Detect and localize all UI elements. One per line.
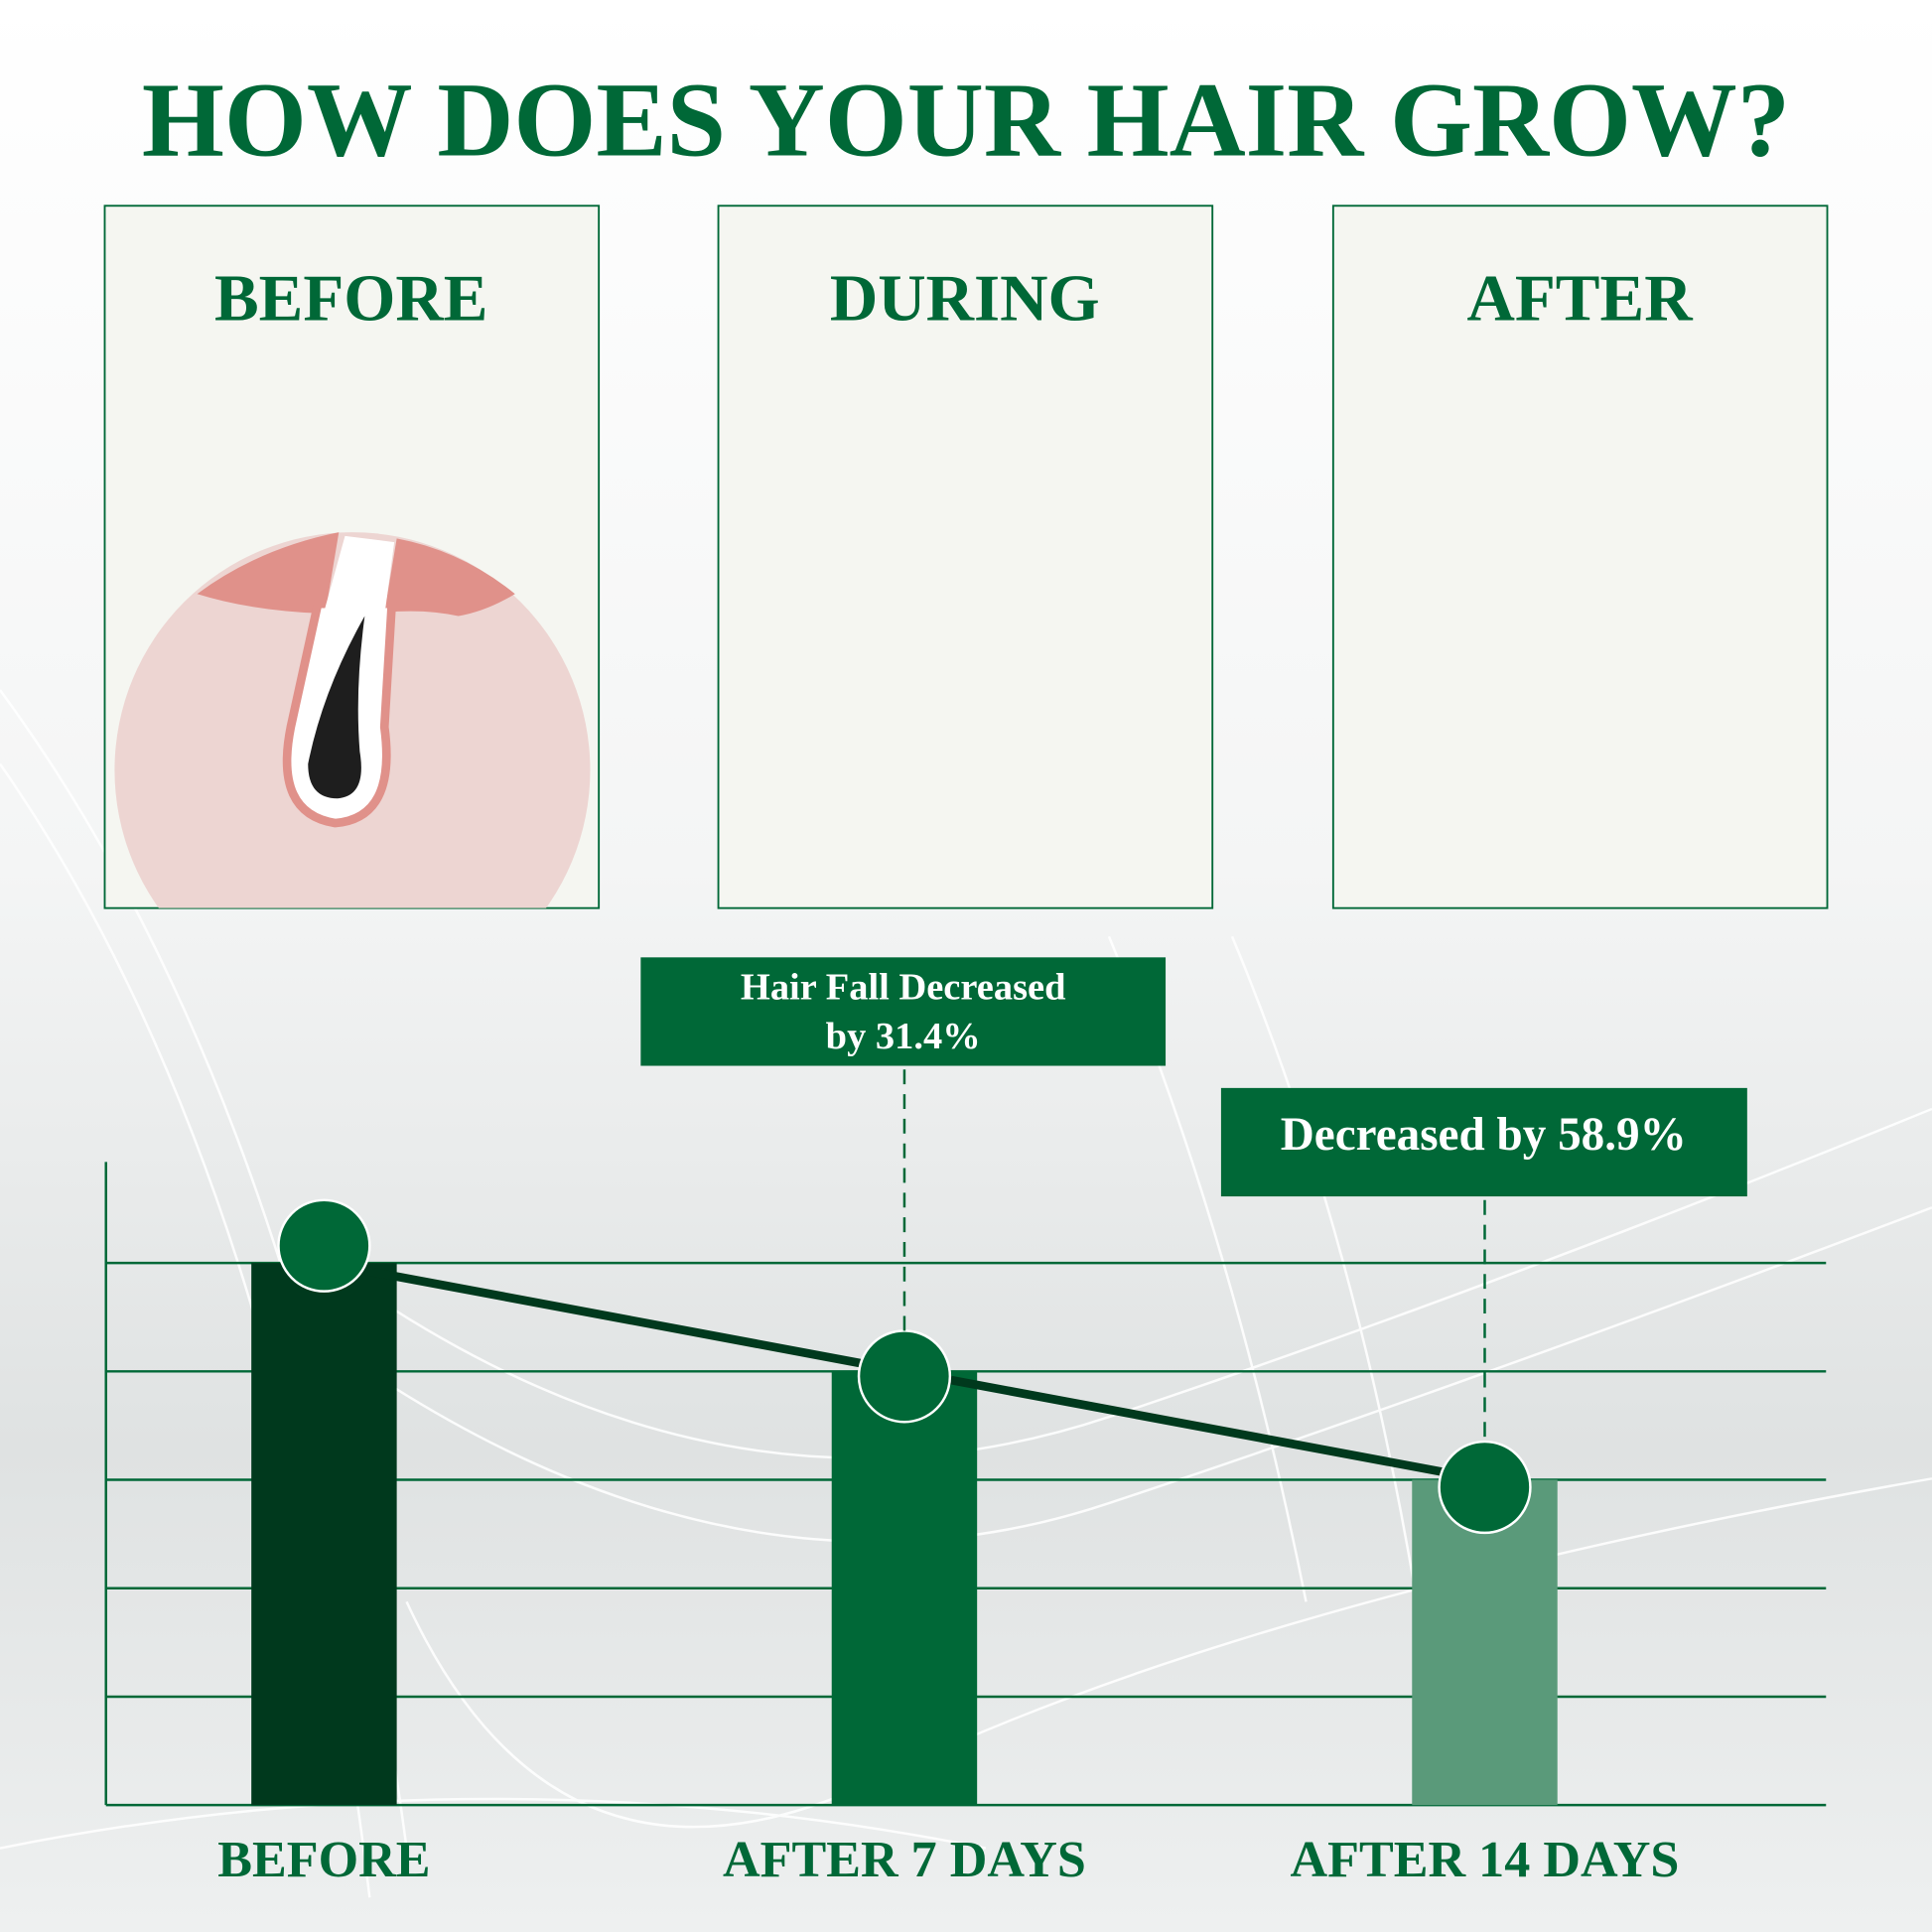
callout-text-line2: by 31.4% bbox=[826, 1016, 981, 1057]
x-tick-label: AFTER 7 DAYS bbox=[723, 1832, 1086, 1888]
callout-box bbox=[1220, 1087, 1747, 1197]
page-title: HOW DOES YOUR HAIR GROW? bbox=[142, 62, 1790, 179]
background-swirl-lines bbox=[0, 689, 1932, 1898]
x-tick-label: BEFORE bbox=[217, 1832, 430, 1888]
bar-chart: BEFORE AFTER 7 DAYS AFTER 14 DAYS bbox=[104, 1162, 1827, 1888]
callout-text-line1: Hair Fall Decreased bbox=[741, 967, 1066, 1009]
panel-during: DURING bbox=[717, 205, 1214, 909]
panel-frame bbox=[1331, 205, 1829, 909]
bar-0 bbox=[251, 1263, 397, 1806]
data-point-marker bbox=[277, 1198, 371, 1293]
panel-label: DURING bbox=[830, 262, 1100, 336]
data-point-marker bbox=[1438, 1440, 1532, 1535]
data-point-marker bbox=[857, 1329, 952, 1424]
panel-label: BEFORE bbox=[214, 262, 488, 336]
callout-text: Decreased by 58.9% bbox=[1281, 1109, 1687, 1161]
panel-before: BEFORE bbox=[103, 205, 601, 909]
panel-after: AFTER bbox=[1331, 205, 1829, 909]
callout-14-days: Decreased by 58.9% bbox=[1220, 1087, 1747, 1451]
callout-7-days: Hair Fall Decreased by 31.4% bbox=[640, 957, 1167, 1336]
panel-label: AFTER bbox=[1467, 262, 1694, 336]
hair-follicle-illustration bbox=[114, 532, 591, 908]
panel-frame bbox=[717, 205, 1214, 909]
bar-1 bbox=[831, 1371, 978, 1806]
callout-box bbox=[640, 957, 1167, 1066]
x-tick-label: AFTER 14 DAYS bbox=[1291, 1832, 1680, 1888]
